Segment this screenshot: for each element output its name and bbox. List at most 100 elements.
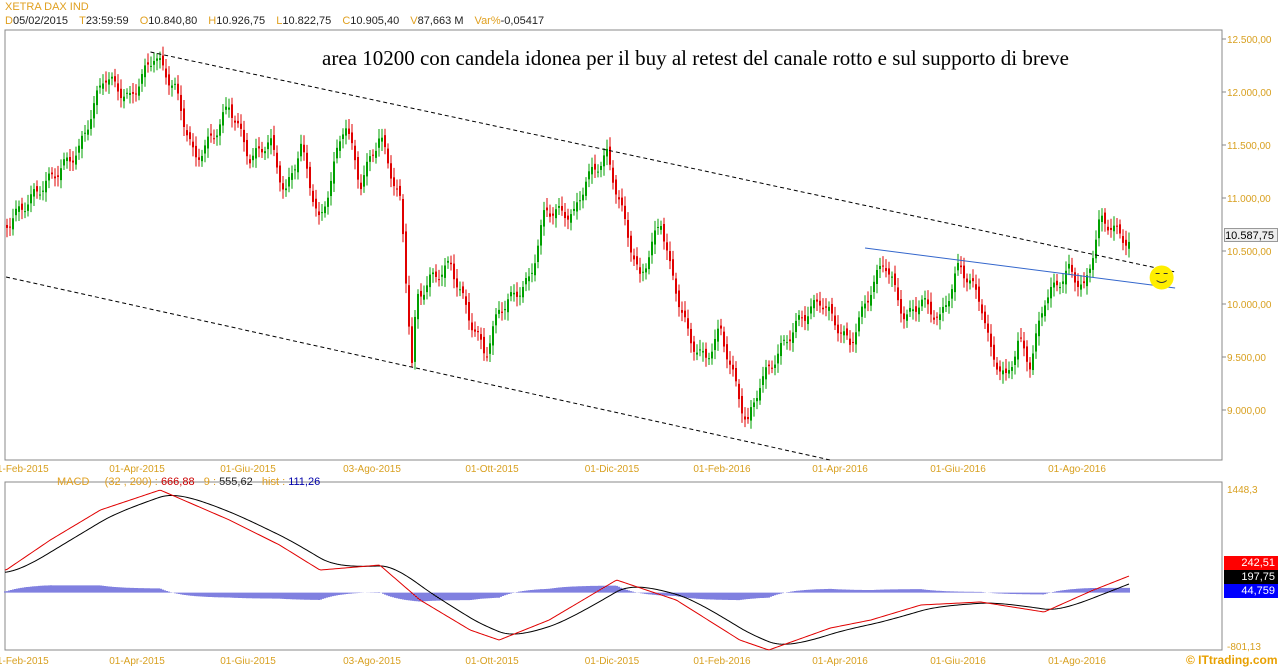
candle-body (30, 194, 32, 204)
candle-body (258, 146, 260, 149)
candle-body (489, 343, 491, 354)
candle-body (945, 305, 947, 307)
candle-body (507, 299, 509, 313)
candle-body (969, 280, 971, 284)
candle-body (621, 197, 623, 206)
x-tick-label: 01-Dic-2015 (585, 464, 640, 475)
candle-body (786, 342, 788, 344)
candle-body (609, 146, 611, 165)
candle-body (849, 338, 851, 345)
candle-body (339, 141, 341, 151)
macd-header: MACD (32 , 200) : 666,88 9 : 555,62 hist… (57, 476, 320, 488)
candle-body (795, 320, 797, 333)
candle-body (1047, 297, 1049, 304)
candle-body (126, 92, 128, 94)
candle-body (840, 332, 842, 334)
candle-body (951, 289, 953, 299)
candle-body (285, 188, 287, 191)
field-label: Var% (474, 15, 501, 27)
candle-body (1101, 215, 1103, 222)
candle-body (306, 152, 308, 169)
candle-body (522, 286, 524, 298)
candle-body (120, 88, 122, 99)
candle-body (423, 294, 425, 300)
candle-body (747, 417, 749, 420)
field-label: O (139, 15, 149, 27)
candle-body (957, 262, 959, 271)
candle-body (714, 339, 716, 351)
candle-body (21, 203, 23, 210)
y-tick-label: 10.000,00 (1227, 300, 1272, 311)
candle-body (480, 334, 482, 340)
candle-body (735, 367, 737, 382)
ohlc-readout: D05/02/2015 T23:59:59 O10.840,80 H10.926… (5, 15, 552, 27)
candle-body (585, 181, 587, 196)
candle-body (294, 169, 296, 171)
x-tick-label: 01-Feb-2015 (0, 656, 49, 667)
candle-body (96, 90, 98, 106)
candle-body (1098, 219, 1100, 239)
candle-body (123, 96, 125, 102)
candle-body (477, 331, 479, 333)
candle-body (642, 271, 644, 273)
candle-body (1053, 282, 1055, 288)
candle-body (432, 272, 434, 275)
candle-body (807, 316, 809, 325)
candle-body (615, 179, 617, 195)
candle-body (90, 119, 92, 129)
candle-body (315, 198, 317, 209)
candle-body (12, 218, 14, 230)
candle-body (648, 257, 650, 270)
candle-body (135, 93, 137, 95)
x-tick-label: 01-Apr-2015 (109, 464, 165, 475)
candle-body (876, 270, 878, 284)
candle-body (369, 156, 371, 162)
candle-body (936, 316, 938, 318)
candle-body (537, 245, 539, 263)
field-value: 10.905,40 (350, 15, 403, 27)
macd-line (4, 489, 1130, 651)
candle-body (246, 139, 248, 157)
candle-body (573, 208, 575, 211)
candle-body (324, 206, 326, 214)
candle-body (660, 226, 662, 230)
candle-body (183, 108, 185, 127)
candle-body (996, 362, 998, 370)
candle-body (726, 344, 728, 360)
candle-body (834, 315, 836, 326)
candle-body (819, 300, 821, 306)
candle-body (813, 300, 815, 309)
field-value: 23:59:59 (85, 15, 132, 27)
candle-body (165, 68, 167, 78)
candle-body (72, 160, 74, 163)
candle-body (156, 58, 158, 61)
candle-body (1005, 368, 1007, 374)
candle-body (672, 259, 674, 276)
candle-body (60, 168, 62, 181)
candle-body (963, 265, 965, 279)
candle-body (312, 190, 314, 202)
candle-body (777, 353, 779, 364)
candle-body (852, 341, 854, 343)
candle-body (681, 310, 683, 313)
candle-body (486, 356, 488, 358)
candle-body (771, 367, 773, 369)
candle-body (1017, 340, 1019, 360)
candle-body (966, 278, 968, 283)
candle-body (228, 107, 230, 110)
candle-body (342, 134, 344, 139)
candle-body (213, 138, 215, 140)
candle-body (915, 306, 917, 312)
x-tick-label: 01-Ago-2016 (1048, 656, 1106, 667)
candle-body (711, 351, 713, 359)
candle-body (288, 177, 290, 187)
candle-body (1125, 239, 1127, 246)
candle-body (39, 194, 41, 196)
candle-body (435, 271, 437, 277)
candle-body (309, 166, 311, 189)
candle-body (732, 364, 734, 370)
candle-body (162, 55, 164, 66)
field-value: 10.840,80 (148, 15, 201, 27)
x-tick-label: 03-Ago-2015 (343, 656, 401, 667)
